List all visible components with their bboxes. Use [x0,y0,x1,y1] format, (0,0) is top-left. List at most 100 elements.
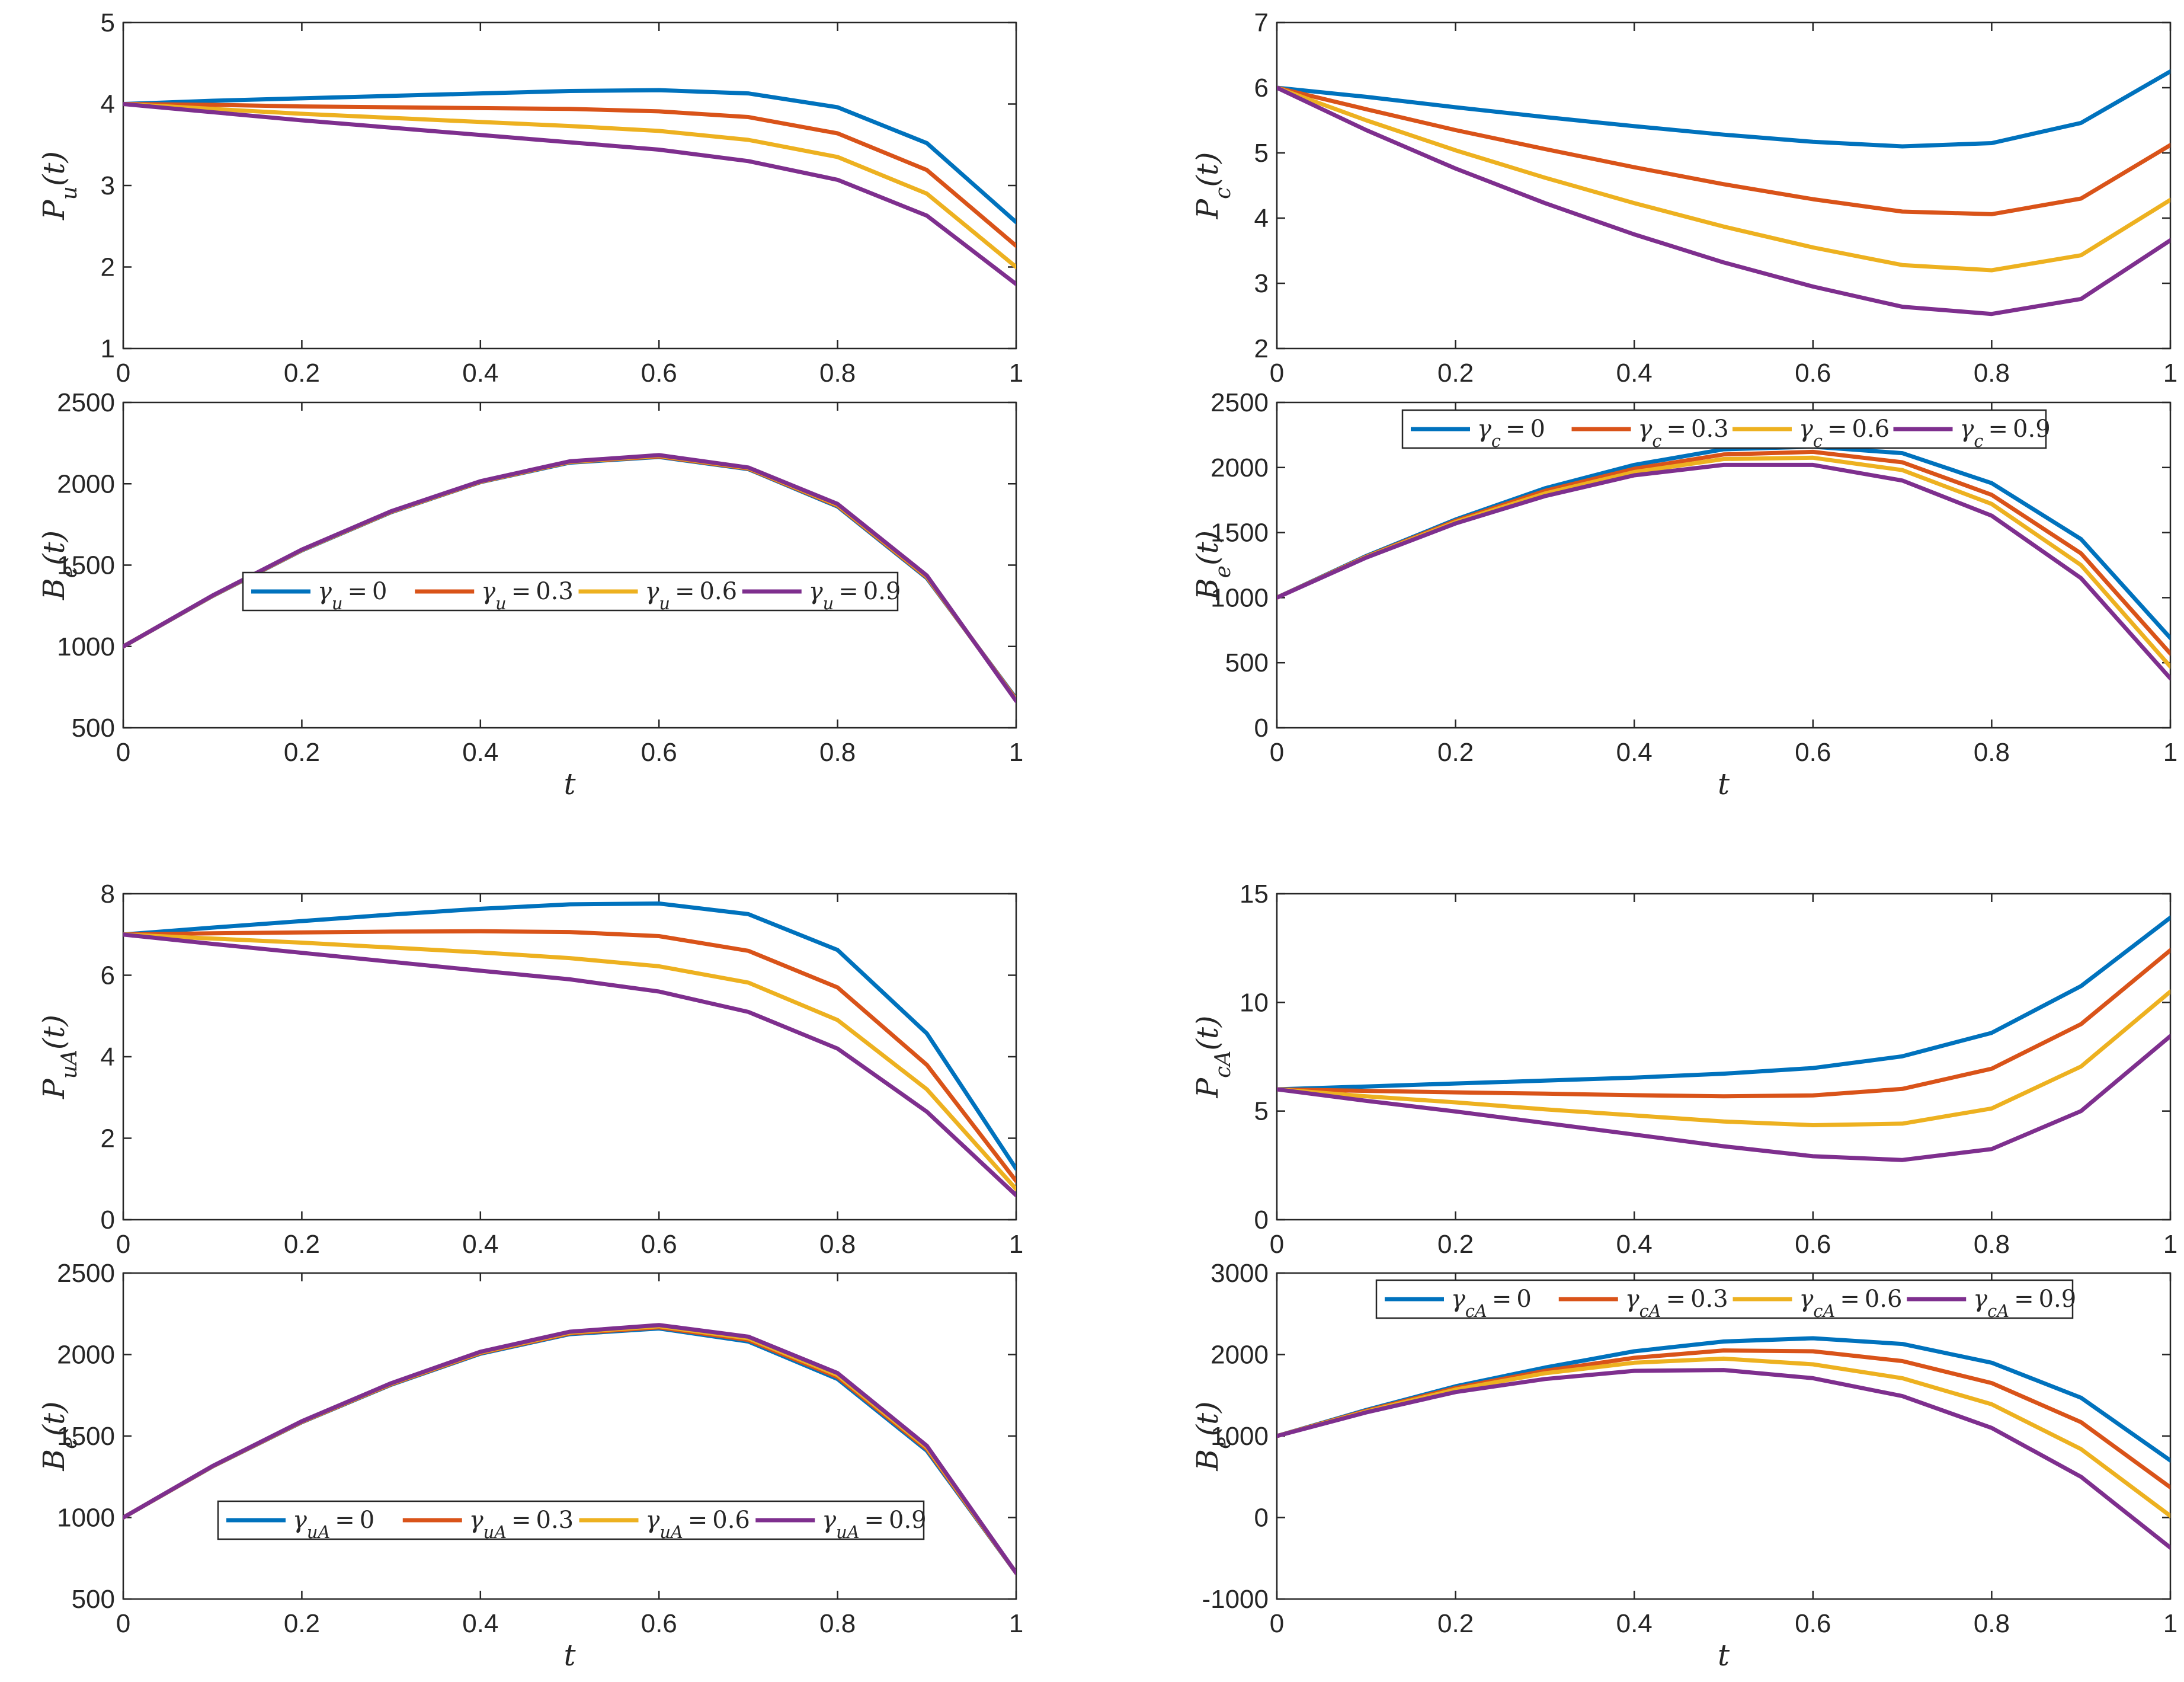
series-line-1 [123,929,1016,1184]
series-line-3 [1277,1034,2170,1162]
y-axis-label: Be(t) [1190,530,1235,600]
x-tick-label: 0.6 [1795,1230,1831,1259]
series-line-1 [123,102,1016,248]
series-line-3 [123,453,1016,704]
legend-entry: γu = 0.3 [481,578,574,613]
series-line-0 [123,901,1016,1171]
axes-frame [1276,401,2172,729]
subplot-pca: 0 5 10 15 0 0.2 0.4 0.6 0.8 1 PcA(t) [1190,880,2177,1259]
x-tick-label: 0.2 [1437,1609,1474,1638]
x-tick-label: 0.8 [1974,359,2010,388]
series-line-3 [123,102,1016,286]
y-tick-label: 1000 [57,632,115,661]
axes-frame [1276,1272,2172,1600]
legend-entry: γc = 0 [1477,415,1545,451]
x-tick-label: 0.6 [641,359,677,388]
x-tick-label: 1 [2163,1609,2177,1638]
legend-entry: γu = 0 [318,578,387,613]
legend-entry: γcA = 0.6 [1799,1286,1903,1321]
x-tick-label: 0.4 [462,738,498,767]
subplot-pua: 0 2 4 6 8 0 0.2 0.4 0.6 0.8 1 PuA(t) [37,880,1023,1259]
y-tick-label: 4 [1254,204,1269,233]
y-tick-label: 500 [72,1585,115,1614]
legend-entry: γcA = 0.3 [1625,1286,1728,1321]
series-line-0 [123,88,1016,225]
x-tick-label: 1 [1009,1609,1023,1638]
subplot-be2: 0 500 1000 1500 2000 2500 0 0.2 0.4 0.6 0.8 1 Be(t) t… [1190,388,2177,801]
x-tick-label: 0.4 [462,1609,498,1638]
x-tick-label: 0.2 [1437,1230,1474,1259]
subplot-be1: 500 1000 1500 2000 2500 0 0.2 0.4 0.6 0.8 1 Be(t) t γ… [37,388,1023,801]
x-axis-label: t [563,1638,576,1673]
legend: γc = 0 γc = 0.3 γc = 0.6 γc = 0.9 [1401,409,2051,451]
axes-frame [122,1272,1017,1600]
series-line-2 [123,932,1016,1191]
y-axis-label: Be(t) [37,1401,82,1471]
y-tick-label: 1500 [57,551,115,580]
series-line-0 [1277,69,2170,149]
legend: γuA = 0 γuA = 0.3 γuA = 0.6 γuA = 0.9 [217,1500,927,1542]
legend-entry: γuA = 0.9 [822,1507,926,1542]
y-axis-label: Pc(t) [1190,152,1235,220]
y-tick-label: 1 [101,334,115,363]
subplot-be3: 500 1000 1500 2000 2500 0 0.2 0.4 0.6 0.8 1 Be(t) t γ… [37,1259,1023,1673]
y-tick-label: 3000 [1211,1259,1269,1288]
x-tick-label: 1 [1009,359,1023,388]
y-tick-label: 2000 [57,1341,115,1370]
y-tick-label: 10 [1240,988,1269,1017]
y-tick-label: 0 [101,1205,115,1235]
x-tick-label: 0 [1270,1230,1284,1259]
y-tick-label: 5 [101,8,115,37]
x-axis-label: t [1718,767,1730,801]
series-line-1 [1277,85,2170,216]
y-tick-label: 0 [1254,1205,1269,1235]
x-tick-label: 0.8 [1974,1230,2010,1259]
subplot-pu: 1 2 3 4 5 0 0.2 0.4 0.6 0.8 1 Pu(t) [37,8,1023,388]
x-tick-label: 1 [1009,1230,1023,1259]
x-tick-label: 0.2 [284,1609,320,1638]
x-tick-label: 0.6 [641,738,677,767]
y-tick-label: 15 [1240,880,1269,909]
x-tick-label: 0.6 [1795,738,1831,767]
x-tick-label: 1 [2163,738,2177,767]
y-tick-label: 2500 [1211,388,1269,417]
y-tick-label: 2000 [1211,1341,1269,1370]
x-tick-label: 0.8 [819,738,856,767]
series-line-2 [1277,989,2170,1127]
legend: γu = 0 γu = 0.3 γu = 0.6 γu = 0.9 [242,571,901,613]
y-tick-label: 6 [101,961,115,990]
y-tick-label: 2500 [57,388,115,417]
subplot-pc: 2 3 4 5 6 7 0 0.2 0.4 0.6 0.8 1 Pc(t) [1190,8,2177,388]
x-tick-label: 0 [116,1230,130,1259]
x-tick-label: 0.8 [819,1609,856,1638]
x-tick-label: 0.4 [1616,1609,1653,1638]
x-axis-label: t [563,767,576,801]
y-tick-label: 2000 [1211,453,1269,482]
x-tick-label: 0.2 [1437,738,1474,767]
y-tick-label: 1500 [57,1422,115,1451]
x-tick-label: 0.4 [462,359,498,388]
x-tick-label: 0.4 [1616,359,1653,388]
y-tick-label: 500 [72,714,115,743]
y-tick-label: 1500 [1211,519,1269,548]
x-tick-label: 0.2 [284,359,320,388]
x-tick-label: 0 [116,359,130,388]
series-line-3 [123,1323,1016,1575]
y-tick-label: 4 [101,1043,115,1072]
y-axis-label: PuA(t) [37,1015,82,1099]
axes-frame [122,21,1017,350]
x-tick-label: 0.2 [1437,359,1474,388]
y-tick-label: 6 [1254,73,1269,103]
legend-entry: γu = 0.6 [645,578,738,613]
x-tick-label: 0.6 [641,1230,677,1259]
x-tick-label: 0 [1270,738,1284,767]
x-tick-label: 0 [116,1609,130,1638]
y-tick-label: 1000 [1211,1422,1269,1451]
y-tick-label: 0 [1254,1504,1269,1533]
series-line-1 [1277,948,2170,1099]
x-tick-label: 0.6 [1795,359,1831,388]
series-line-3 [1277,85,2170,316]
series-line-3 [1277,1368,2170,1550]
